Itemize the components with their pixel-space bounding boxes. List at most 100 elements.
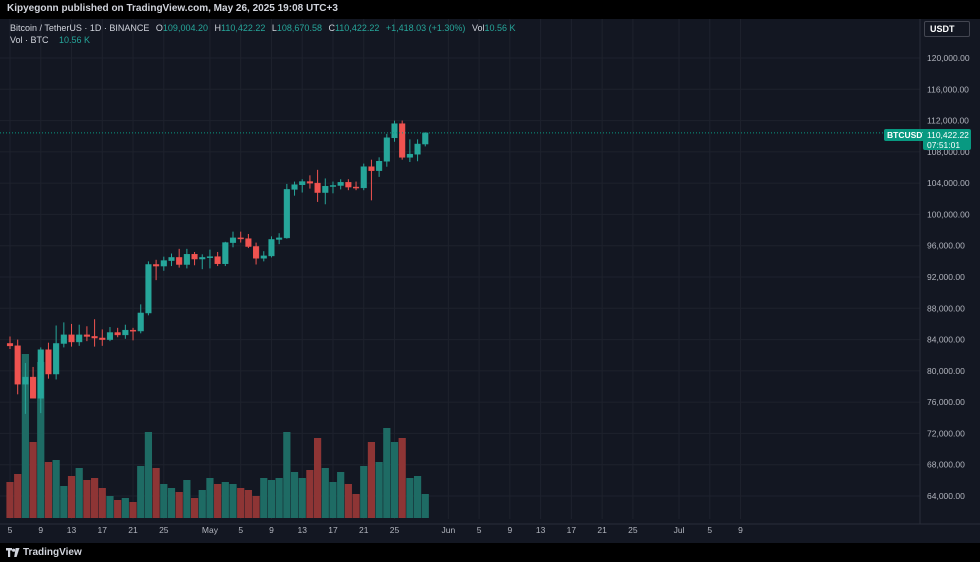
volume-bar-up xyxy=(160,484,168,518)
symbol-price-tag: BTCUSDT xyxy=(884,129,931,141)
volume-bar-up xyxy=(183,480,191,518)
candle-body xyxy=(76,334,83,343)
candle xyxy=(245,233,252,249)
last-price-value: 110,422.22 xyxy=(927,130,969,140)
vol-row-label[interactable]: Vol · BTC xyxy=(10,35,49,45)
volume-bar-down xyxy=(90,478,99,518)
time-tick-label: 17 xyxy=(328,525,338,535)
time-tick-label: 5 xyxy=(238,525,243,535)
time-tick-label: 25 xyxy=(390,525,400,535)
volume-bar-down xyxy=(67,476,76,518)
candle xyxy=(291,181,298,196)
volume-bar-up xyxy=(60,486,68,518)
candle xyxy=(299,179,306,193)
candle xyxy=(37,347,44,414)
low-value: 108,670.58 xyxy=(276,23,322,33)
tradingview-logo-icon xyxy=(6,548,20,557)
time-tick-label: 13 xyxy=(536,525,546,535)
open-label: O xyxy=(155,23,163,33)
candle xyxy=(353,181,360,191)
candle xyxy=(368,159,375,201)
volume-bar-down xyxy=(152,468,160,518)
time-tick-label: 21 xyxy=(128,525,138,535)
candle xyxy=(268,236,275,258)
grid-lines xyxy=(0,19,920,519)
volume-bar-up xyxy=(37,362,45,518)
volume-bar-up xyxy=(406,478,414,518)
volume-bar-up xyxy=(198,490,206,518)
volume-bar-down xyxy=(367,442,376,518)
volume-bar-up xyxy=(21,354,29,518)
tradingview-logo[interactable]: TradingView xyxy=(6,547,82,558)
candle-body xyxy=(314,182,321,193)
volume-bar-down xyxy=(175,492,183,518)
volume-bar-up xyxy=(298,478,306,518)
candle xyxy=(22,363,29,414)
candle xyxy=(191,251,198,266)
candle-body xyxy=(353,186,360,189)
candle-body xyxy=(345,182,352,188)
candle-body xyxy=(168,257,175,261)
price-tick-label: 72,000.00 xyxy=(927,428,965,438)
time-tick-label: 5 xyxy=(477,525,482,535)
candle-body xyxy=(183,254,190,265)
candle-body xyxy=(206,256,213,258)
volume-bar-up xyxy=(275,478,283,518)
price-tick-label: 100,000.00 xyxy=(927,209,970,219)
price-tick-label: 112,000.00 xyxy=(927,116,969,126)
candle-body xyxy=(68,334,75,343)
time-tick-label: 25 xyxy=(628,525,638,535)
candle xyxy=(422,132,429,147)
candle xyxy=(176,248,183,268)
candle xyxy=(322,178,329,205)
time-tick-label: 9 xyxy=(738,525,743,535)
volume-bar-down xyxy=(98,488,106,518)
countdown-value: 07:51:01 xyxy=(927,140,961,150)
candle xyxy=(260,251,267,262)
vol-label: Vol xyxy=(471,23,485,33)
candle-body xyxy=(329,185,337,187)
footer-bar: TradingView xyxy=(0,543,980,562)
tradingview-logo-text: TradingView xyxy=(23,547,82,558)
volume-bar-up xyxy=(121,498,129,518)
volume-bar-down xyxy=(352,494,360,518)
candle-body xyxy=(14,345,21,385)
candle xyxy=(91,319,98,347)
candle xyxy=(253,242,260,265)
candle xyxy=(129,327,137,341)
candle-body xyxy=(83,334,90,337)
candle xyxy=(160,256,167,271)
candle xyxy=(68,323,75,347)
volume-bar-down xyxy=(190,498,199,518)
volume-row: Vol · BTC 10.56 K xyxy=(10,34,516,46)
time-tick-label: 13 xyxy=(67,525,77,535)
candle-body xyxy=(291,184,298,190)
currency-button[interactable]: USDT xyxy=(924,21,970,37)
candle xyxy=(406,139,413,163)
time-tick-label: 21 xyxy=(597,525,607,535)
volume-bar-down xyxy=(237,488,245,518)
volume-bar-up xyxy=(229,484,237,518)
volume-bar-down xyxy=(129,502,137,518)
price-axis[interactable]: 120,000.00 116,000.00 112,000.00 108,000.00… xyxy=(919,19,970,524)
time-tick-label: 17 xyxy=(567,525,577,535)
candle-body xyxy=(283,189,290,239)
candle xyxy=(14,339,21,395)
candle xyxy=(345,179,352,191)
candle xyxy=(222,241,229,267)
chart-legend: Bitcoin / TetherUS · 1D · BINANCE O109,0… xyxy=(10,22,516,46)
open-value: 109,004.20 xyxy=(162,23,208,33)
candle xyxy=(314,169,321,202)
volume-bar-down xyxy=(306,470,314,518)
time-axis[interactable]: 5 9 13 17 21 25 May 5 9 13 17 21 25 Jun 5 9 13 17 21 25 Jul 5… xyxy=(0,523,980,535)
candle xyxy=(329,181,337,194)
symbol-title[interactable]: Bitcoin / TetherUS · 1D · BINANCE xyxy=(10,23,150,33)
candle xyxy=(153,259,160,281)
publish-bar: Kipyegonn published on TradingView.com, … xyxy=(0,0,980,19)
candle xyxy=(360,163,367,191)
time-tick-label: Jun xyxy=(441,525,455,535)
volume-bar-up xyxy=(390,442,399,518)
candlestick-chart[interactable]: 120,000.00 116,000.00 112,000.00 108,000.00… xyxy=(0,19,980,543)
volume-bar-up xyxy=(260,478,268,518)
volume-bar-down xyxy=(398,438,406,518)
